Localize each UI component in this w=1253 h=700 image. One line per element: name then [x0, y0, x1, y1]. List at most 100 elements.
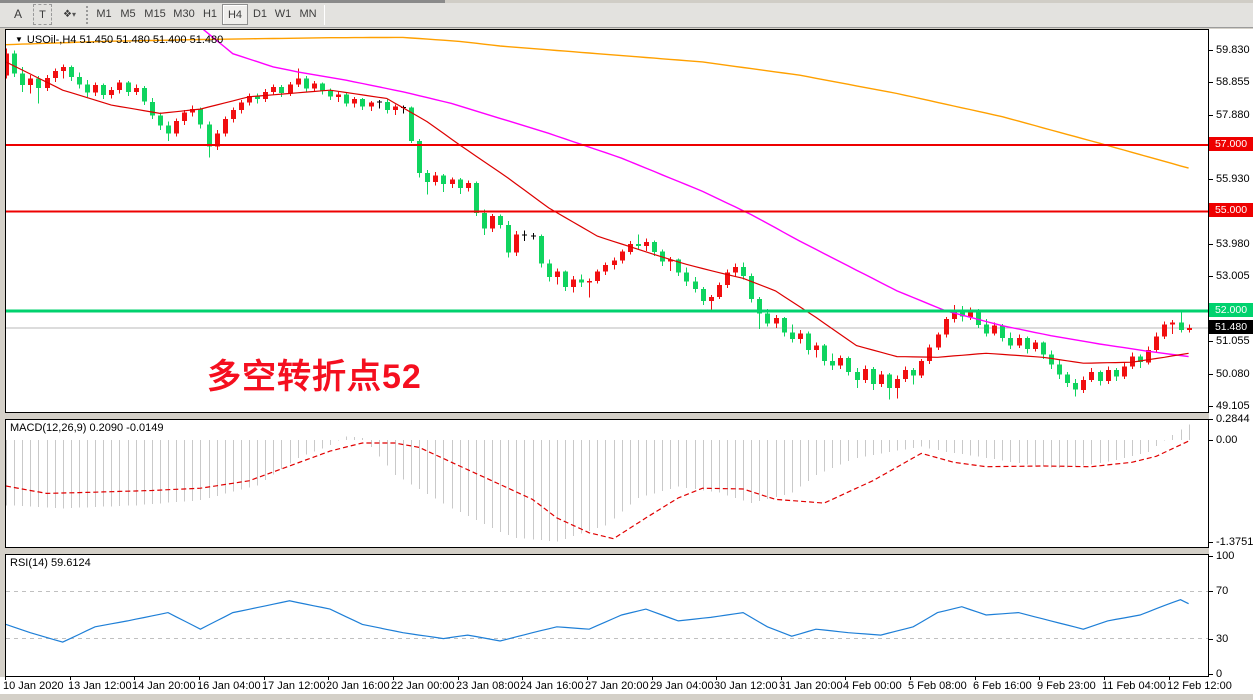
- candle-body: [190, 109, 195, 113]
- axis-tick-mark: [1209, 406, 1213, 407]
- macd-signal-line: [6, 440, 1189, 540]
- time-tick-mark: [199, 677, 200, 680]
- axis-tick-mark: [1209, 82, 1213, 83]
- candle-body: [765, 313, 770, 324]
- price-axis[interactable]: 59.830 58.855 57.880 55.930 53.980 53.005 51.0…: [1209, 29, 1253, 680]
- tab-h4-active[interactable]: H4: [222, 4, 248, 25]
- tab-w1[interactable]: W1: [274, 8, 292, 20]
- toolbar-drag-handle[interactable]: [86, 6, 89, 24]
- tab-d1[interactable]: D1: [252, 8, 268, 20]
- periodicity-menu-button[interactable]: ❖▾: [55, 4, 84, 25]
- candle-body: [53, 71, 58, 78]
- candle-body: [652, 241, 657, 252]
- price-tick-label: 49.105: [1216, 400, 1250, 412]
- tab-mn[interactable]: MN: [299, 8, 317, 20]
- rsi-tick-label: 100: [1216, 550, 1235, 562]
- candle-body: [976, 311, 981, 325]
- candle-body: [733, 267, 738, 273]
- candle-body: [247, 95, 252, 103]
- candle-body: [879, 374, 884, 384]
- candle-body: [984, 324, 989, 334]
- candle-body: [684, 272, 689, 282]
- candle-body: [676, 259, 681, 273]
- price-level-badge: 57.000: [1209, 137, 1253, 151]
- axis-tick-mark: [1209, 244, 1213, 245]
- tab-m15[interactable]: M15: [144, 8, 166, 20]
- candle-body: [134, 87, 139, 92]
- candle-body: [425, 173, 430, 183]
- time-tick-label: 27 Jan 20:00: [585, 680, 649, 692]
- time-tick-mark: [5, 677, 6, 680]
- tab-h1[interactable]: H1: [202, 8, 218, 20]
- macd-label: MACD(12,26,9) 0.2090 -0.0149: [10, 422, 164, 434]
- rsi-indicator-panel[interactable]: RSI(14) 59.6124: [5, 554, 1209, 677]
- candle-body: [458, 179, 463, 188]
- candle-body: [1057, 364, 1062, 375]
- candle-body: [563, 271, 568, 287]
- cursor-tool-button[interactable]: A: [13, 7, 22, 21]
- axis-tick-mark: [1209, 276, 1213, 277]
- macd-indicator-panel[interactable]: MACD(12,26,9) 0.2090 -0.0149: [5, 419, 1209, 548]
- time-tick-label: 11 Feb 04:00: [1102, 680, 1167, 692]
- candle-body: [498, 216, 503, 226]
- price-level-badge: 52.000: [1209, 303, 1253, 317]
- candle-body: [466, 183, 471, 189]
- left-margin: [0, 28, 5, 700]
- candle-body: [1162, 324, 1167, 337]
- tab-m1[interactable]: M1: [96, 8, 112, 20]
- price-tick-label: 53.005: [1216, 270, 1250, 282]
- candle-body: [385, 101, 390, 111]
- candle-body: [207, 124, 212, 147]
- time-tick-mark: [781, 677, 782, 680]
- candle-body: [304, 78, 309, 89]
- candle-body: [717, 284, 722, 297]
- candle-body: [960, 310, 965, 317]
- candle-body: [490, 216, 495, 229]
- time-tick-mark: [70, 677, 71, 680]
- candle-body: [992, 325, 997, 334]
- axis-tick-mark: [1209, 115, 1213, 116]
- window-top-edge: [0, 0, 1253, 3]
- candle-body: [725, 272, 730, 285]
- candle-body: [782, 318, 787, 333]
- candle-body: [1179, 322, 1184, 330]
- tab-m5[interactable]: M5: [120, 8, 136, 20]
- macd-chart[interactable]: [6, 420, 1208, 547]
- candle-body: [36, 78, 41, 88]
- time-tick-label: 9 Feb 23:00: [1037, 680, 1096, 692]
- candle-body: [668, 259, 673, 262]
- candle-body: [1098, 372, 1103, 382]
- time-tick-label: 13 Jan 12:00: [68, 680, 132, 692]
- time-tick-label: 24 Jan 16:00: [520, 680, 584, 692]
- axis-tick-mark: [1209, 50, 1213, 51]
- time-tick-label: 6 Feb 16:00: [973, 680, 1032, 692]
- candle-body: [393, 106, 398, 110]
- tab-m30[interactable]: M30: [173, 8, 195, 20]
- price-tick-label: 55.930: [1216, 173, 1250, 185]
- symbol-dropdown-icon[interactable]: ▼: [15, 35, 23, 44]
- time-tick-mark: [1104, 677, 1105, 680]
- candle-body: [215, 133, 220, 147]
- time-axis[interactable]: 10 Jan 2020 13 Jan 12:00 14 Jan 20:00 16 Ja…: [0, 677, 1253, 694]
- time-tick-label: 20 Jan 16:00: [326, 680, 390, 692]
- time-tick-label: 17 Jan 12:00: [262, 680, 326, 692]
- price-chart-panel[interactable]: ▼ USOil-,H4 51.450 51.480 51.400 51.480: [5, 29, 1209, 413]
- candle-body: [109, 90, 114, 96]
- candle-body: [846, 357, 851, 373]
- candlestick-chart[interactable]: [6, 30, 1208, 412]
- candle-body: [61, 66, 66, 72]
- candle-body: [612, 260, 617, 265]
- candle-body: [344, 94, 349, 104]
- candle-body: [911, 369, 916, 376]
- candle-body: [1073, 383, 1078, 390]
- candle-body: [77, 76, 82, 85]
- candle-body: [871, 368, 876, 384]
- candle-body: [603, 265, 608, 272]
- time-tick-label: 29 Jan 04:00: [650, 680, 714, 692]
- candle-body: [255, 95, 260, 100]
- chart-title: ▼ USOil-,H4 51.450 51.480 51.400 51.480: [15, 34, 223, 46]
- candle-body: [441, 175, 446, 184]
- rsi-chart[interactable]: [6, 555, 1208, 676]
- candle-body: [296, 78, 301, 85]
- text-tool-button[interactable]: T: [33, 4, 52, 25]
